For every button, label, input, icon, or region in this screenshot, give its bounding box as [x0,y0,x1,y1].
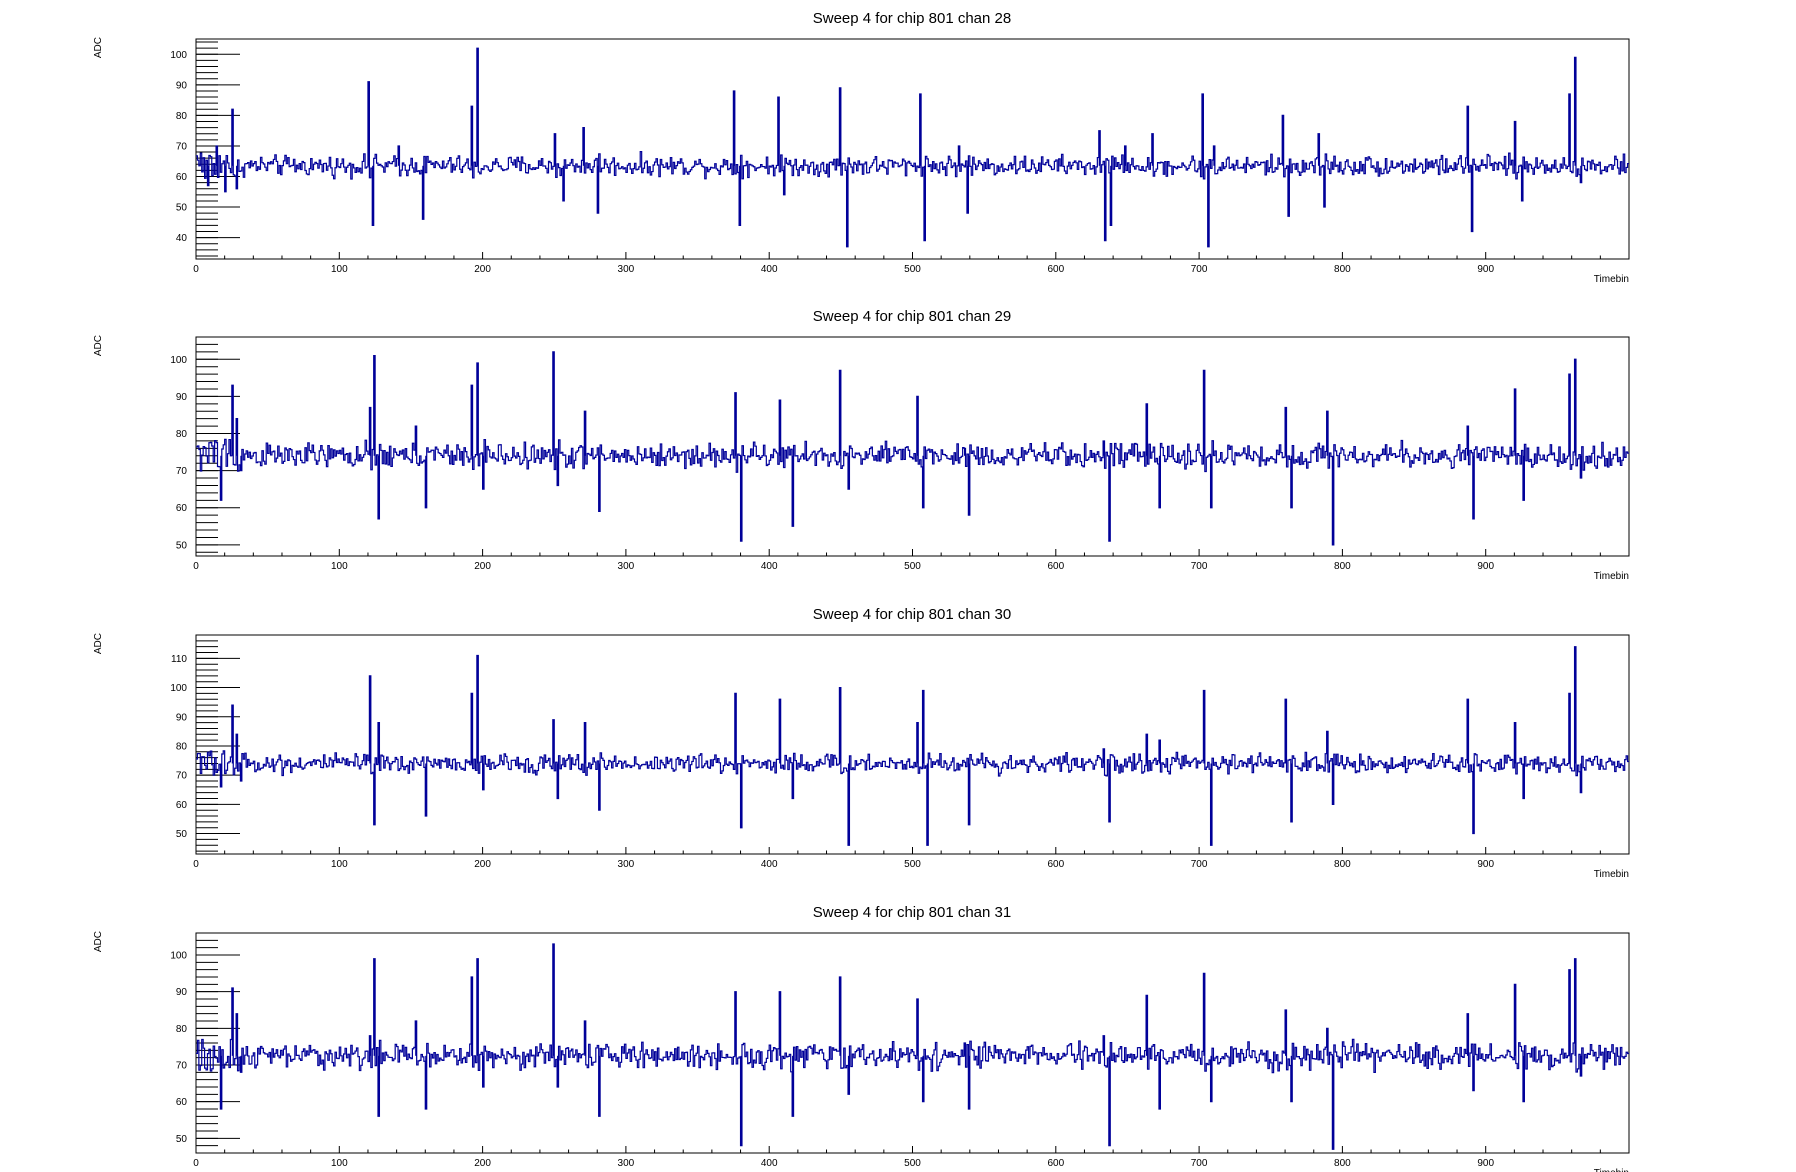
y-tick-label: 100 [170,683,187,694]
y-tick-label: 100 [170,355,187,366]
y-axis-label: ADC [93,335,104,356]
x-tick-label: 400 [761,561,778,572]
x-axis-label: Timebin [1594,571,1629,582]
y-tick-label: 60 [176,800,188,811]
y-tick-label: 70 [176,1061,188,1072]
panel-3: Sweep 4 for chip 801 chan 31 ADC Timebin 50… [93,904,1630,1172]
y-tick-label: 90 [176,712,188,723]
x-tick-label: 800 [1334,1158,1351,1169]
y-tick-label: 60 [176,172,188,183]
x-tick-label: 700 [1191,264,1208,275]
x-axis-label: Timebin [1594,869,1629,880]
y-axis-label: ADC [93,931,104,952]
y-tick-label: 110 [171,654,187,665]
x-tick-label: 200 [474,264,491,275]
y-tick-label: 90 [176,80,188,91]
x-axis-label: Timebin [1594,1168,1629,1172]
x-tick-label: 200 [474,1158,491,1169]
x-tick-label: 700 [1191,561,1208,572]
x-tick-label: 900 [1477,859,1494,870]
x-tick-label: 0 [193,264,199,275]
x-tick-label: 0 [193,561,199,572]
x-tick-label: 300 [618,859,635,870]
x-tick-label: 400 [761,859,778,870]
y-tick-label: 100 [170,50,187,61]
x-tick-label: 700 [1191,859,1208,870]
y-axis-label: ADC [93,37,104,58]
x-tick-label: 300 [618,264,635,275]
x-tick-label: 0 [193,859,199,870]
plot-title: Sweep 4 for chip 801 chan 30 [813,606,1011,623]
panel-1: Sweep 4 for chip 801 chan 29 ADC Timebin 50… [93,308,1630,582]
y-tick-label: 40 [176,233,188,244]
y-tick-label: 50 [176,1134,188,1145]
x-tick-label: 800 [1334,561,1351,572]
y-tick-label: 50 [176,203,188,214]
x-tick-label: 700 [1191,1158,1208,1169]
x-tick-label: 600 [1047,859,1064,870]
x-tick-label: 500 [904,1158,921,1169]
y-tick-label: 50 [176,829,188,840]
x-tick-label: 100 [331,264,348,275]
x-tick-label: 200 [474,859,491,870]
y-axis-label: ADC [93,633,104,654]
x-tick-label: 100 [331,561,348,572]
x-tick-label: 400 [761,264,778,275]
panel-2: Sweep 4 for chip 801 chan 30 ADC Timebin 50… [93,606,1630,880]
plot-title: Sweep 4 for chip 801 chan 29 [813,308,1011,325]
x-tick-label: 900 [1477,1158,1494,1169]
y-tick-label: 50 [176,540,188,551]
y-tick-label: 70 [176,141,188,152]
x-tick-label: 200 [474,561,491,572]
adc-series-line [196,646,1629,846]
y-tick-label: 80 [176,111,188,122]
y-tick-label: 80 [176,741,188,752]
x-tick-label: 100 [331,1158,348,1169]
y-tick-label: 80 [176,429,188,440]
x-tick-label: 900 [1477,561,1494,572]
plot-frame [195,634,1630,855]
x-axis-label: Timebin [1594,274,1629,285]
x-tick-label: 800 [1334,859,1351,870]
y-tick-label: 90 [176,392,188,403]
plot-frame [195,932,1630,1154]
y-tick-label: 70 [176,771,188,782]
y-tick-label: 100 [170,951,187,962]
x-tick-label: 600 [1047,264,1064,275]
plot-frame [195,336,1630,557]
x-tick-label: 500 [904,264,921,275]
adc-series-line [196,47,1629,248]
x-tick-label: 900 [1477,264,1494,275]
plot-title: Sweep 4 for chip 801 chan 28 [813,10,1011,27]
panel-0: Sweep 4 for chip 801 chan 28 ADC Timebin 40… [93,10,1630,285]
x-tick-label: 100 [331,859,348,870]
x-tick-label: 300 [618,1158,635,1169]
adc-series-line [196,943,1629,1150]
y-tick-label: 70 [176,466,188,477]
y-tick-label: 60 [176,503,188,514]
adc-series-line [196,351,1629,546]
plot-frame [195,38,1630,260]
y-tick-label: 90 [176,987,188,998]
x-tick-label: 800 [1334,264,1351,275]
x-tick-label: 0 [193,1158,199,1169]
x-tick-label: 300 [618,561,635,572]
y-tick-label: 80 [176,1024,188,1035]
x-tick-label: 400 [761,1158,778,1169]
x-tick-label: 500 [904,859,921,870]
y-tick-label: 60 [176,1097,188,1108]
x-tick-label: 600 [1047,561,1064,572]
plot-title: Sweep 4 for chip 801 chan 31 [813,904,1011,921]
x-tick-label: 600 [1047,1158,1064,1169]
x-tick-label: 500 [904,561,921,572]
